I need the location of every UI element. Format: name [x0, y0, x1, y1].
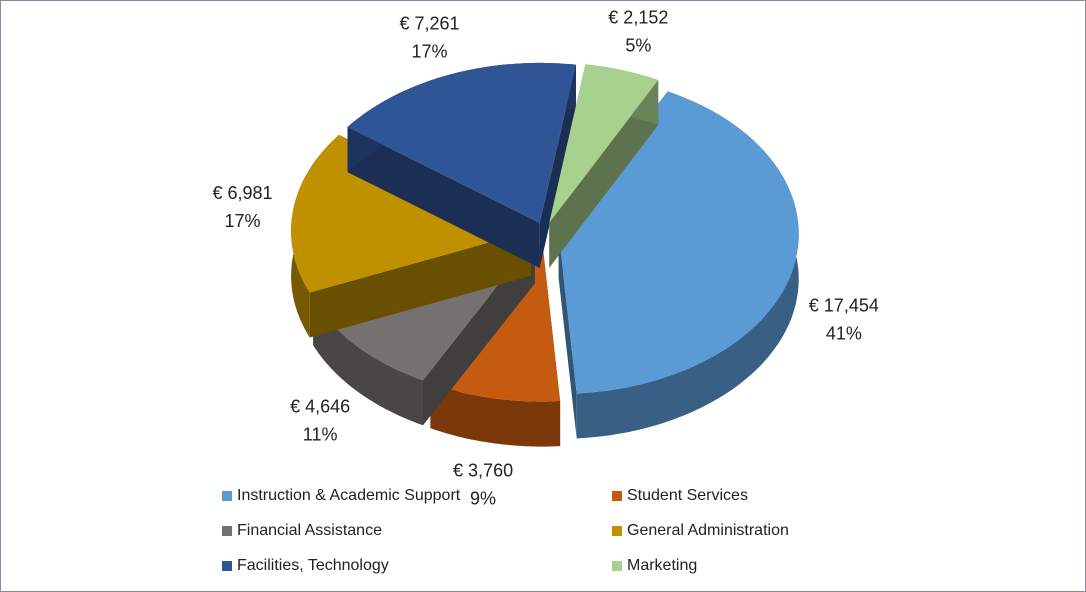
value-label: € 6,981 — [212, 183, 272, 203]
percent-label: 17% — [224, 211, 260, 231]
percent-label: 41% — [826, 323, 862, 343]
legend-label: Financial Assistance — [237, 522, 382, 539]
slice-wall — [576, 91, 799, 439]
slice-wall — [430, 383, 561, 447]
slice-top — [291, 134, 532, 293]
slice — [549, 64, 659, 268]
legend-label: Instruction & Academic Support — [237, 487, 461, 504]
slice-top — [549, 64, 659, 223]
slice-edge — [347, 127, 540, 268]
percent-label: 5% — [625, 36, 651, 56]
percent-label: 9% — [470, 489, 496, 509]
slice-edge — [558, 233, 577, 439]
legend-swatch — [222, 491, 232, 501]
legend-label: Facilities, Technology — [237, 557, 389, 574]
slice-edge — [549, 80, 659, 268]
legend-label: General Administration — [627, 522, 789, 539]
legend-swatch — [612, 561, 622, 571]
legend-swatch — [612, 526, 622, 536]
legend-label: Student Services — [627, 487, 748, 504]
legend-swatch — [612, 491, 622, 501]
legend-swatch — [222, 526, 232, 536]
slice-top — [347, 62, 576, 223]
slice-edge — [309, 230, 532, 338]
value-label: € 4,646 — [290, 396, 350, 416]
value-label: € 7,261 — [399, 13, 459, 33]
value-label: € 17,454 — [809, 295, 879, 315]
slice-edge — [539, 64, 576, 268]
percent-label: 17% — [411, 41, 447, 61]
slice — [347, 62, 576, 268]
percent-label: 11% — [303, 424, 338, 444]
legend-swatch — [222, 561, 232, 571]
legend-label: Marketing — [627, 557, 697, 574]
value-label: € 2,152 — [608, 8, 668, 28]
slice-wall — [313, 300, 423, 426]
value-label: € 3,760 — [453, 461, 513, 481]
